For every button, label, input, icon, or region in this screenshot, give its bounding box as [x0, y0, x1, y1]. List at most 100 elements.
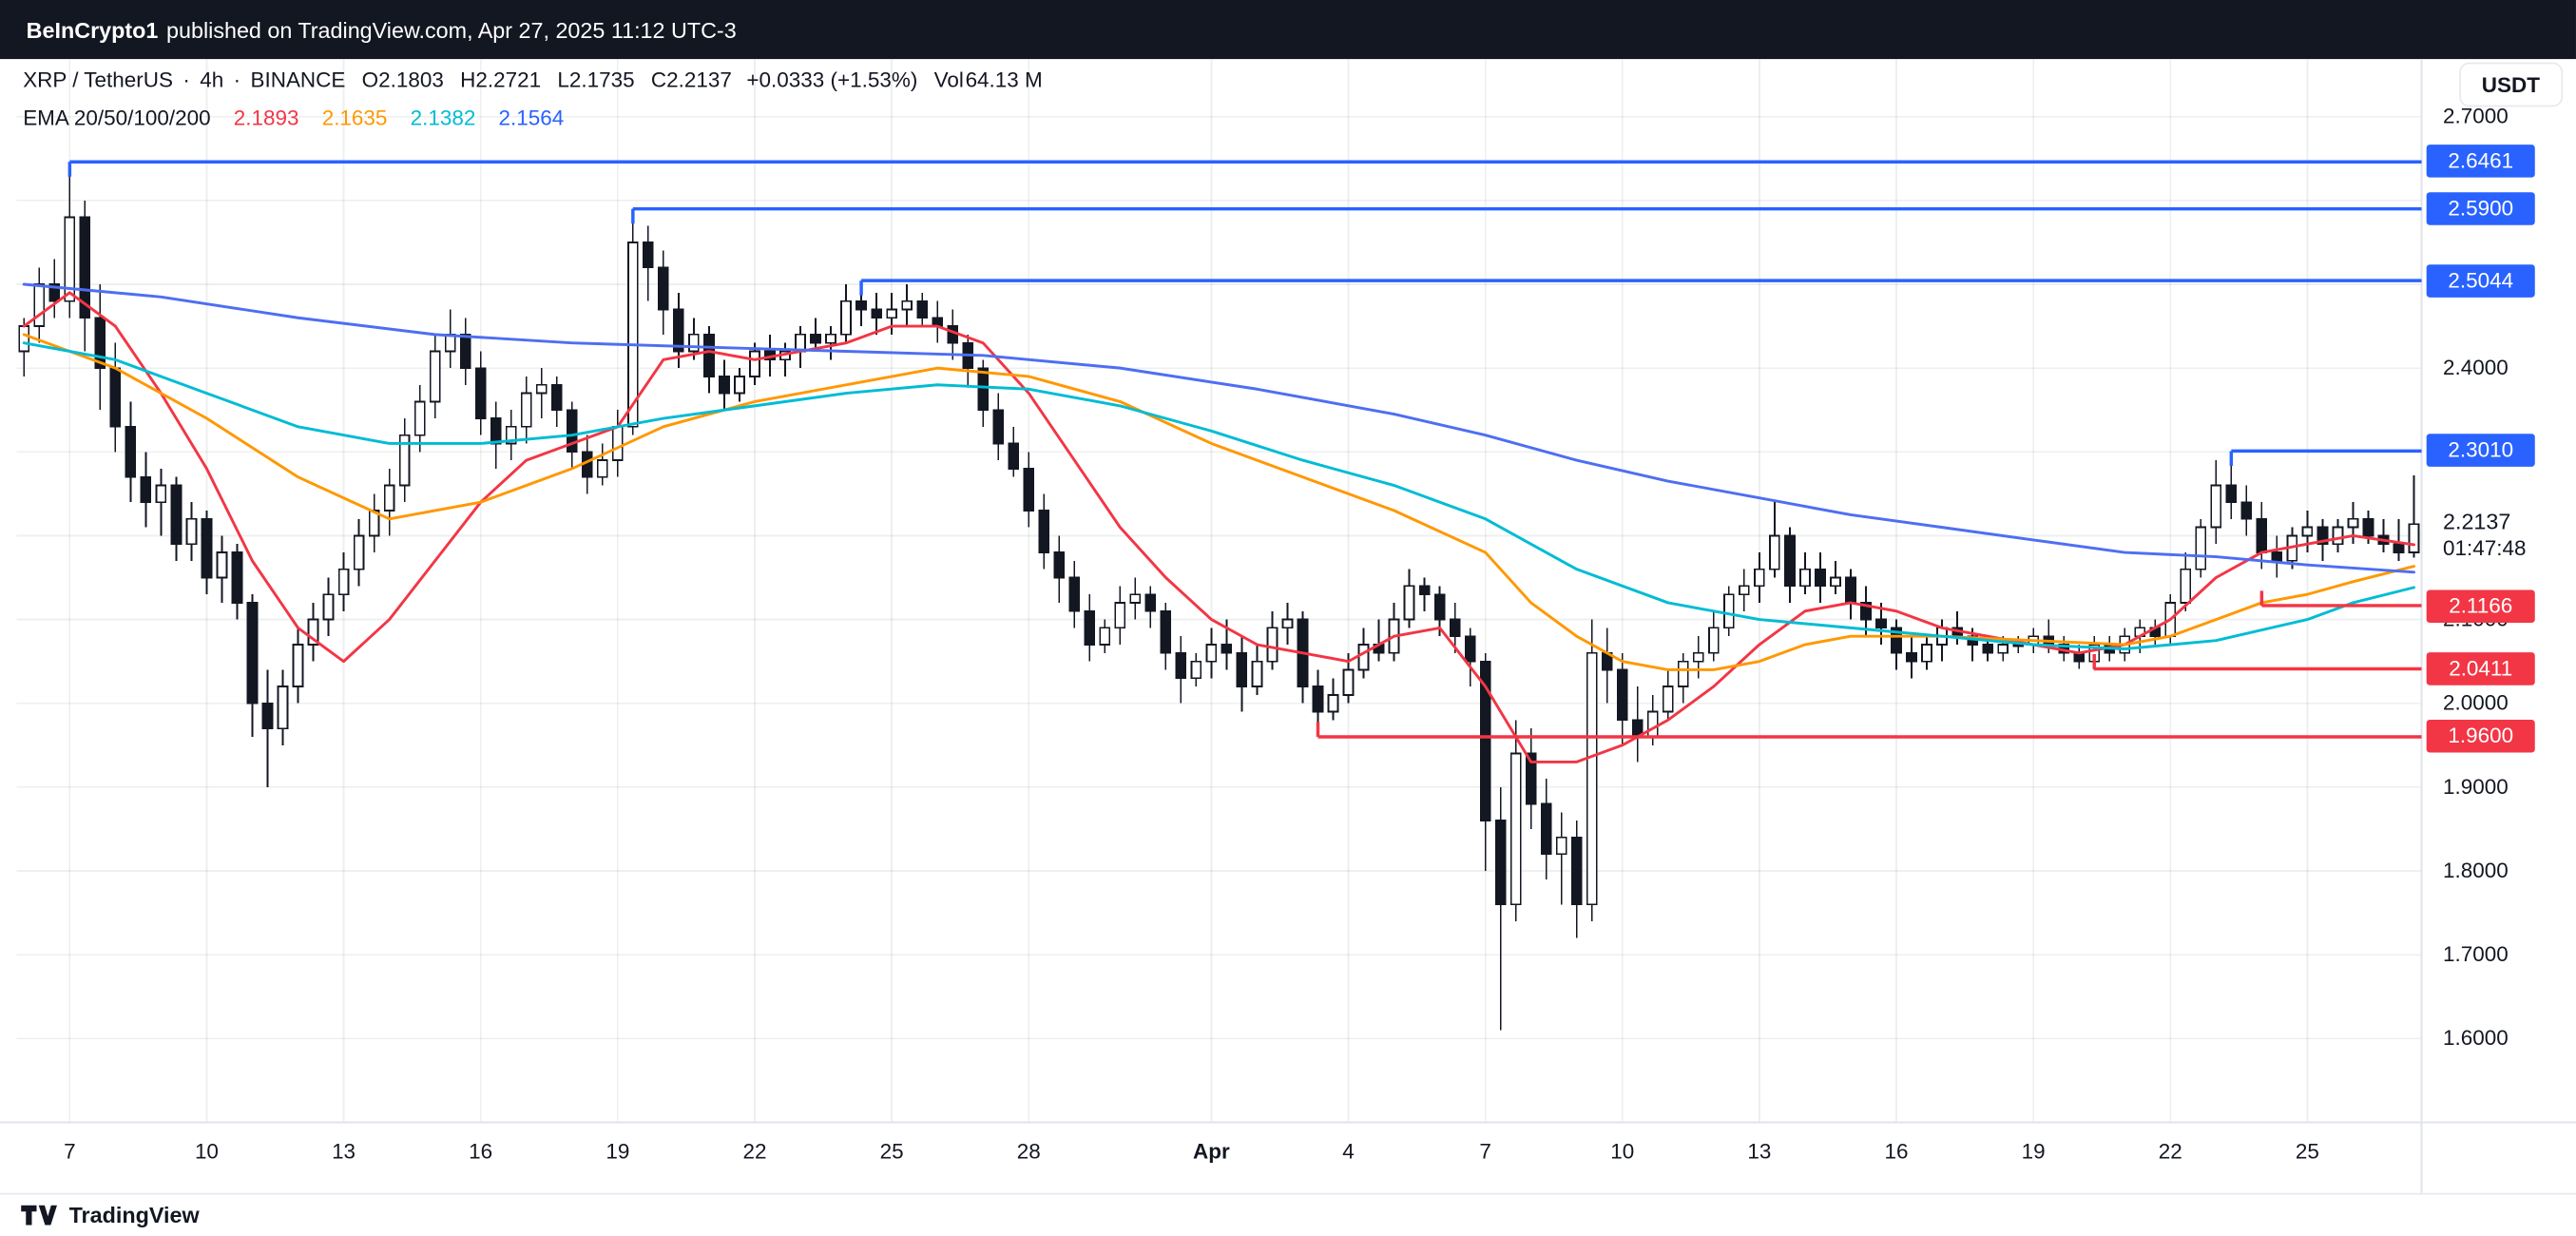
- candle: [231, 551, 243, 604]
- candle: [353, 534, 365, 570]
- candle: [2316, 526, 2329, 546]
- time-axis[interactable]: 7 10 13 16 19 22 25 28 Apr 4 7 10 13 16 19 22 25: [0, 1122, 2422, 1192]
- candle: [825, 334, 836, 344]
- attribution-bar: BeInCrypto1 published on TradingView.com…: [0, 0, 2576, 60]
- time-axis-label: 28: [1016, 1138, 1041, 1164]
- grid-lines: [16, 59, 2422, 1123]
- candle: [1784, 534, 1796, 588]
- candle: [2195, 526, 2207, 570]
- candle: [79, 216, 91, 319]
- candle: [749, 350, 760, 377]
- candle: [2240, 501, 2253, 520]
- candle: [1433, 593, 1446, 621]
- price-axis-label: 1.8000: [2442, 858, 2509, 883]
- time-axis-label: 25: [879, 1138, 904, 1164]
- candle: [383, 484, 395, 512]
- price-level-badge: 1.9600: [2426, 720, 2535, 754]
- candle: [566, 409, 578, 454]
- candle: [1449, 618, 1461, 638]
- price-axis[interactable]: 2.7000 2.6461 2.5900 2.5044 2.4000 2.3010 2.11…: [2426, 59, 2575, 1122]
- candle: [2210, 484, 2222, 529]
- candle: [490, 417, 502, 445]
- price-axis-label: 2.7000: [2442, 103, 2509, 128]
- price-level-badge: 2.0411: [2426, 652, 2535, 686]
- time-axis-label: 10: [194, 1138, 219, 1164]
- candle: [1251, 660, 1263, 687]
- tradingview-logo[interactable]: TradingView: [20, 1201, 200, 1228]
- candle: [1997, 644, 2009, 654]
- price-axis-label: 2.0000: [2442, 689, 2509, 715]
- time-axis-label: 25: [2295, 1138, 2319, 1164]
- candle: [1540, 802, 1552, 856]
- candle: [2301, 526, 2314, 537]
- candle: [871, 308, 882, 319]
- candle: [947, 325, 958, 344]
- candle: [1875, 618, 1887, 629]
- chart-canvas[interactable]: [0, 59, 2576, 1193]
- candle: [1708, 627, 1720, 654]
- candle: [18, 325, 30, 353]
- candle: [1982, 644, 1993, 654]
- candle: [48, 283, 61, 302]
- candle: [1769, 534, 1780, 570]
- time-axis-label: Apr: [1193, 1138, 1230, 1164]
- candlestick-series: [18, 162, 2420, 1031]
- candle: [337, 568, 350, 595]
- chart-area: XRP / TetherUS · 4h · BINANCE O2.1803 H2…: [0, 59, 2576, 1193]
- candle: [413, 400, 426, 436]
- candle: [673, 308, 684, 353]
- candle: [1693, 651, 1704, 663]
- candle: [1815, 568, 1826, 588]
- candle: [474, 367, 487, 419]
- candle: [840, 299, 852, 336]
- candle: [2271, 551, 2283, 562]
- candle: [1799, 568, 1811, 588]
- candle: [1190, 660, 1202, 680]
- candle: [916, 299, 928, 319]
- time-axis-label: 16: [469, 1138, 493, 1164]
- candle: [216, 551, 228, 579]
- price-level-badge: 2.6461: [2426, 145, 2535, 179]
- time-axis-label: 7: [1479, 1138, 1491, 1164]
- candle: [1678, 660, 1689, 687]
- candle: [1129, 593, 1142, 604]
- candle: [992, 409, 1005, 445]
- price-axis-label: 2.4000: [2442, 355, 2509, 380]
- time-axis-label: 4: [1342, 1138, 1355, 1164]
- price-level-badge: 2.1166: [2426, 589, 2535, 623]
- candle: [1175, 651, 1187, 680]
- candle: [901, 299, 913, 311]
- candle: [855, 299, 867, 311]
- candle: [1236, 651, 1248, 687]
- candle: [1342, 668, 1355, 696]
- candle: [1616, 668, 1628, 722]
- candle: [277, 686, 289, 730]
- price-axis-label: 1.7000: [2442, 941, 2509, 967]
- candle: [398, 434, 411, 487]
- candle: [1053, 551, 1066, 579]
- candle: [719, 376, 730, 395]
- price-level-badge: 2.3010: [2426, 435, 2535, 468]
- candle: [520, 392, 532, 428]
- author-name: BeInCrypto1: [26, 17, 159, 43]
- currency-toggle-button[interactable]: USDT: [2458, 62, 2564, 107]
- candle: [688, 334, 700, 353]
- candle: [1754, 568, 1765, 588]
- candle: [1403, 585, 1415, 621]
- time-axis-label: 13: [1747, 1138, 1772, 1164]
- candle: [886, 308, 897, 319]
- candle: [1357, 644, 1370, 671]
- candle: [1266, 627, 1278, 663]
- candle: [307, 618, 319, 646]
- candle: [550, 383, 563, 412]
- candle: [535, 383, 548, 395]
- candle: [292, 644, 304, 687]
- time-axis-label: 22: [742, 1138, 767, 1164]
- candle: [658, 266, 669, 311]
- current-price-label: 2.2137 01:47:48: [2443, 510, 2526, 562]
- candle: [1099, 627, 1111, 646]
- candle: [125, 425, 137, 478]
- candle: [1038, 510, 1050, 553]
- candle: [1023, 468, 1035, 512]
- candle: [1418, 585, 1431, 595]
